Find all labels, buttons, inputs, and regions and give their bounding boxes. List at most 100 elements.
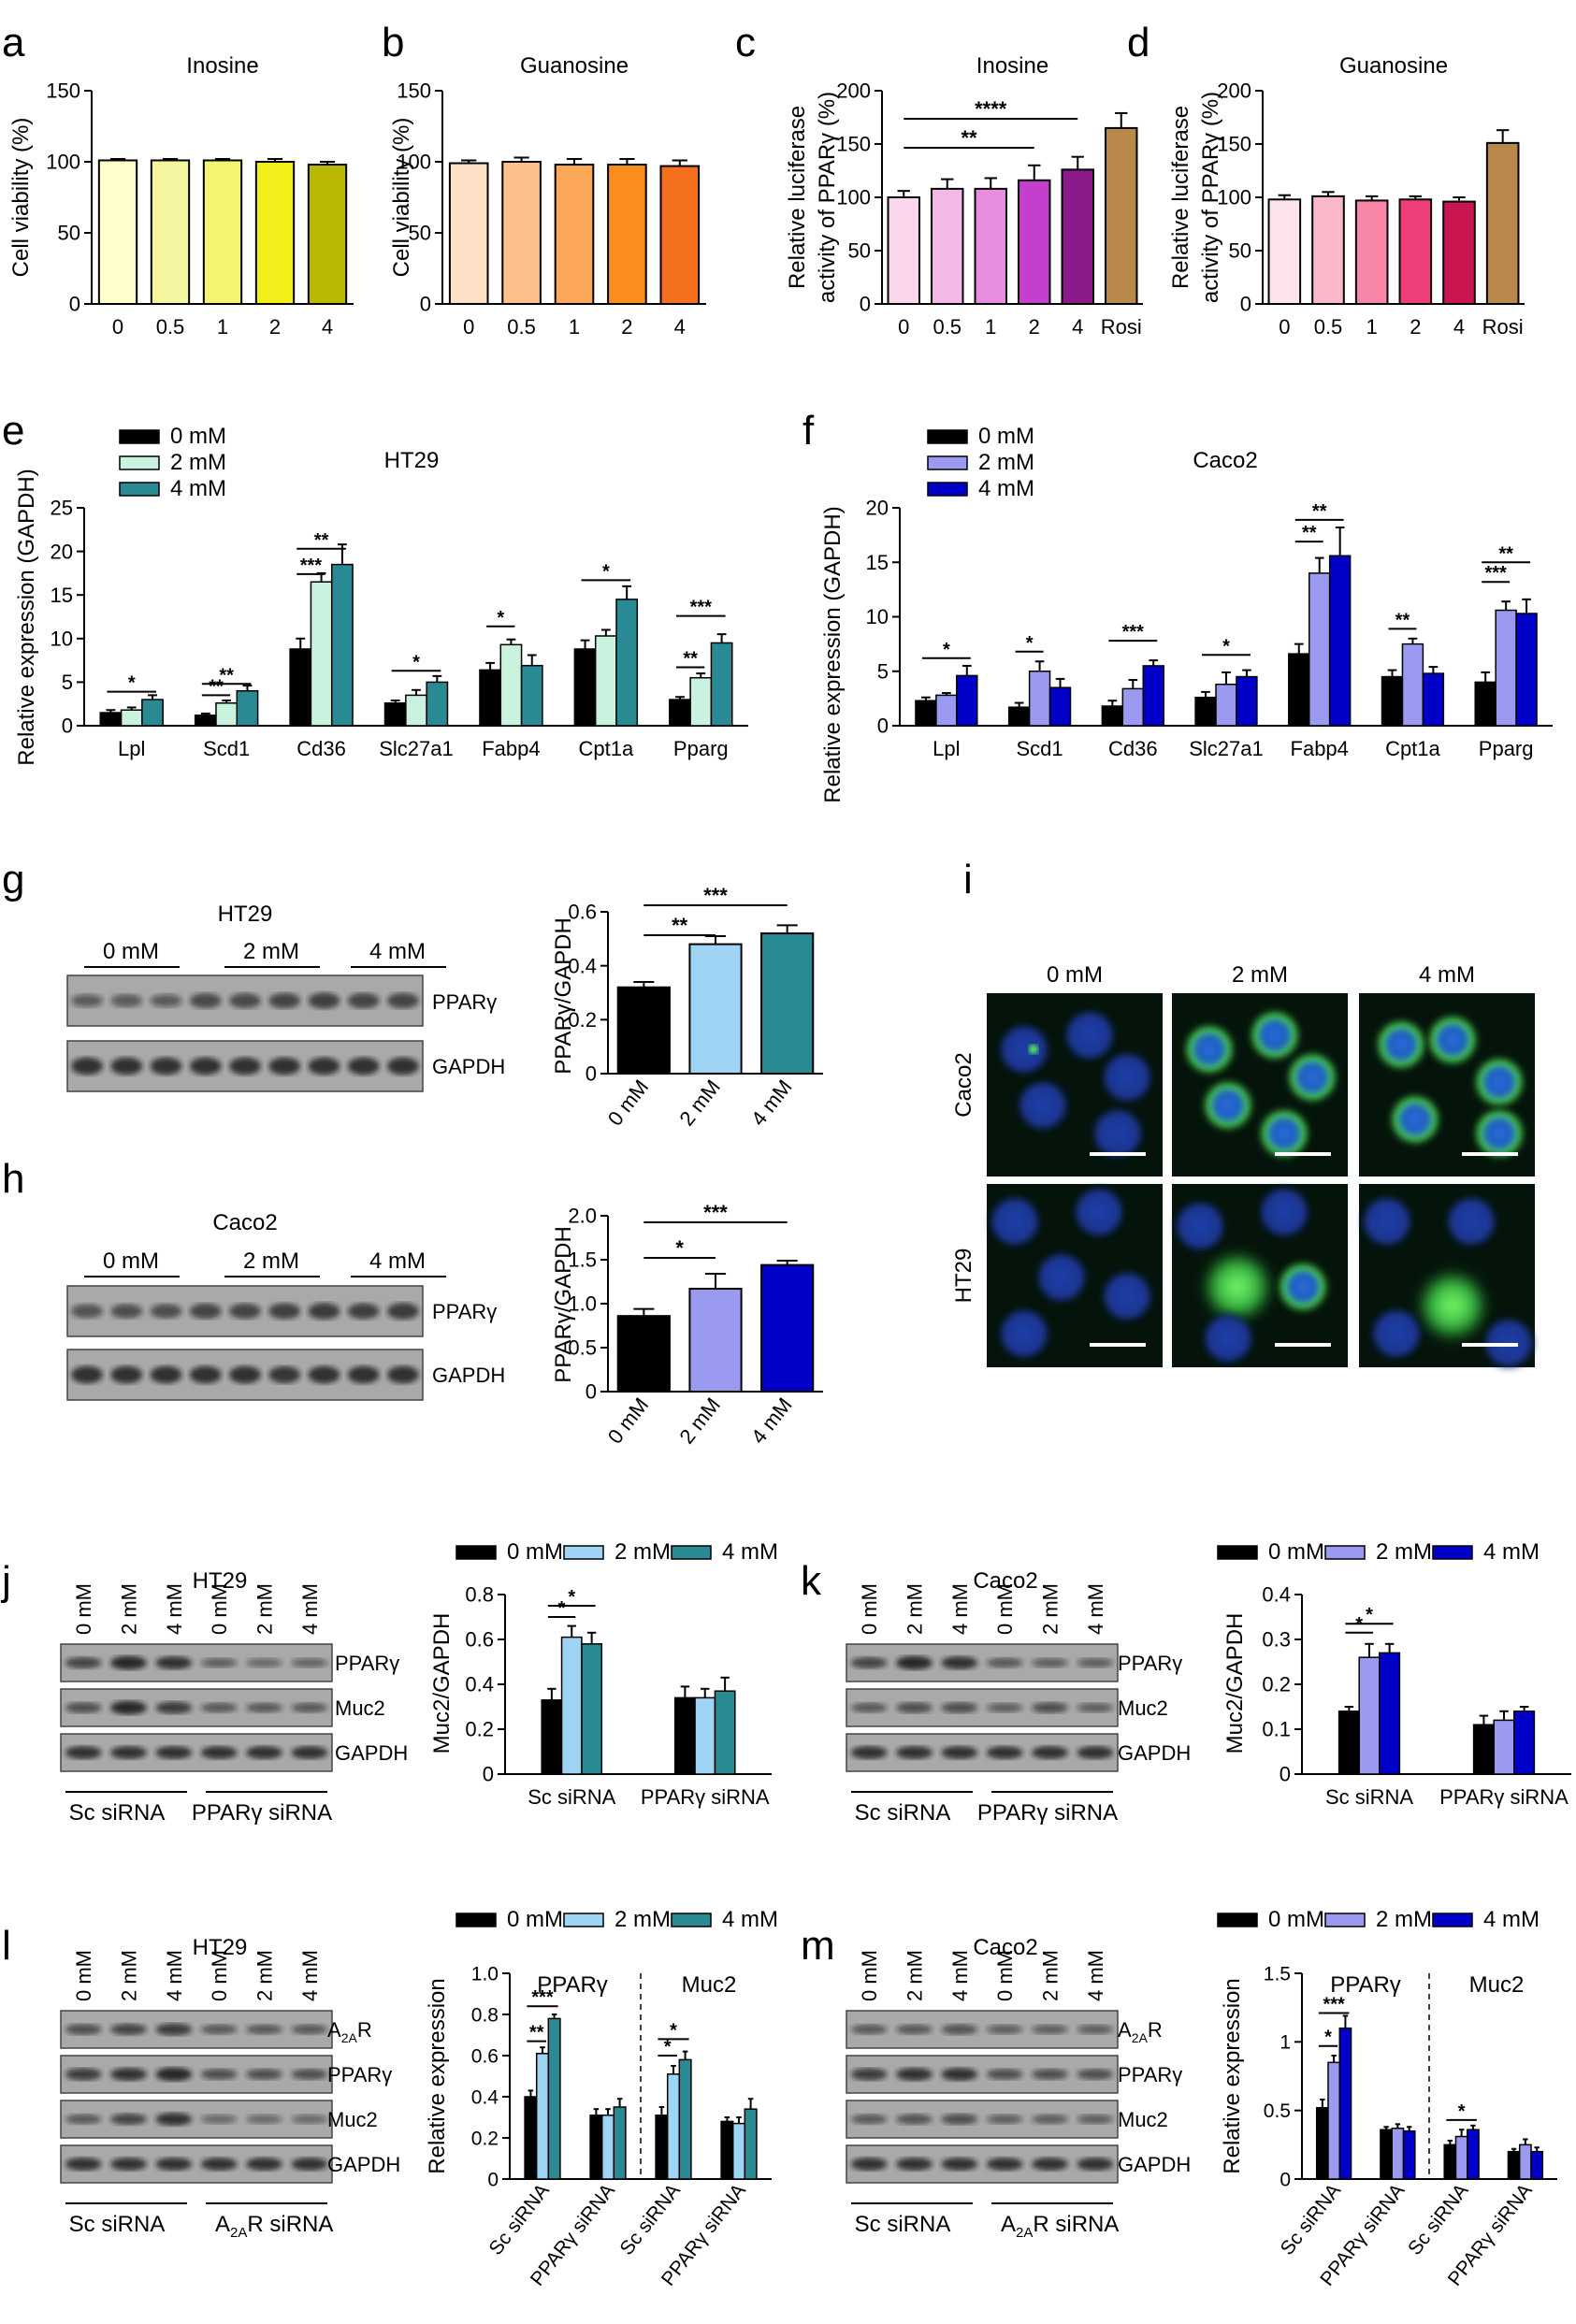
bar — [616, 1315, 671, 1393]
x-tick-label: 0.5 — [933, 315, 962, 339]
legend-swatch — [927, 429, 968, 444]
blot-band — [850, 2114, 888, 2125]
panel-letter: g — [2, 857, 24, 902]
blot-band — [1077, 1658, 1114, 1667]
blot-band — [200, 2115, 238, 2124]
bar — [760, 932, 815, 1075]
significance-label: ** — [683, 649, 698, 670]
significance-label: * — [664, 2037, 672, 2057]
bar — [254, 161, 296, 305]
bar — [1467, 2129, 1480, 2180]
blot-band — [291, 2024, 328, 2035]
bar — [524, 2096, 538, 2180]
cell-nucleus — [1247, 1007, 1303, 1063]
cell-nucleus — [1099, 1268, 1155, 1324]
significance-label: * — [670, 2020, 677, 2041]
y-axis-label: Cell viability (%) — [389, 118, 414, 278]
bar — [426, 681, 449, 727]
y-tick-label: 5 — [62, 671, 73, 694]
band-label: PPARγ — [327, 2063, 392, 2086]
y-tick-label: 1.0 — [471, 1963, 499, 1985]
blot-lane-label: 4 mM — [163, 1950, 186, 2001]
blot-lane-label: 4 mM — [948, 1583, 972, 1635]
legend-swatch — [1432, 1913, 1473, 1927]
bar — [607, 164, 647, 305]
blot-lane-label: 0 mM — [72, 1950, 95, 2001]
chart-e: 0 5 10 15 20 25 Lpl Scd1 Cd36 Slc27a1 Fabp4 Cpt1a Pp… — [14, 448, 748, 766]
significance-label: **** — [975, 97, 1007, 121]
blot-band — [291, 2069, 328, 2080]
microscopy-image — [987, 1184, 1163, 1367]
bar — [1398, 198, 1433, 305]
band-label: PPARγ — [335, 1652, 399, 1675]
cell-nucleus — [996, 1021, 1052, 1077]
y-tick-label: 0 — [487, 2169, 499, 2190]
legend-k: 0 mM 2 mM 4 mM — [1217, 1539, 1540, 1565]
blot-band — [65, 2068, 102, 2081]
blot-band — [110, 1304, 143, 1319]
x-tick-label: Pparg — [1479, 737, 1534, 760]
y-tick-label: 0 — [586, 1380, 597, 1404]
blot-band — [110, 2068, 147, 2081]
chart-j: 0 0.2 0.4 0.6 0.8 Sc siRNA PPARγ siRNA ** Muc2/G… — [429, 1583, 772, 1809]
blot-band — [1077, 2069, 1114, 2080]
legend-swatch — [1217, 1913, 1258, 1927]
y-tick-label: 0.5 — [568, 1336, 597, 1360]
x-tick-label: Cd36 — [296, 737, 346, 760]
legend-m: 0 mM 2 mM 4 mM — [1217, 1907, 1540, 1932]
cell-nucleus — [1256, 1184, 1312, 1240]
panel-letter: b — [382, 20, 404, 65]
cell-nucleus — [1200, 1310, 1256, 1366]
panel-letter: c — [735, 20, 756, 65]
significance-label: ** — [1312, 501, 1327, 522]
significance-label: * — [943, 640, 950, 660]
panel-letter: i — [963, 857, 973, 902]
legend-label: 4 mM — [1483, 1539, 1540, 1565]
bar — [330, 563, 354, 727]
legend-j: 0 mM 2 mM 4 mM — [455, 1539, 778, 1565]
blot-membrane — [60, 1733, 333, 1772]
blot-band — [155, 1746, 193, 1759]
y-tick-label: 0.4 — [1262, 1583, 1291, 1607]
bar — [673, 1696, 696, 1775]
y-tick-label: 0.4 — [568, 954, 597, 977]
blot-band — [291, 1658, 328, 1667]
blot-membrane — [846, 1688, 1119, 1727]
blot-band — [347, 992, 380, 1009]
y-tick-label: 100 — [46, 151, 80, 174]
subscript: 2A — [1016, 2225, 1033, 2241]
legend-e: 0 mM2 mM4 mM — [119, 424, 226, 501]
blot-band — [291, 1702, 328, 1713]
band-label: Muc2 — [1118, 1696, 1168, 1720]
legend-swatch — [671, 1913, 712, 1927]
legend-swatch — [927, 455, 968, 470]
cell-nucleus — [1424, 1012, 1481, 1068]
microscopy-image — [1172, 1184, 1348, 1367]
chart-d: 0 50 100 150 200 0 0.5 1 2 4 Rosi Guanosine Relative… — [1168, 53, 1525, 339]
y-tick-label: 1 — [1280, 2032, 1291, 2054]
blot-band — [941, 2068, 978, 2081]
bar — [1315, 2106, 1329, 2180]
bar — [1381, 675, 1404, 727]
bar — [1121, 687, 1145, 727]
chart-title: Inosine — [186, 53, 258, 79]
y-tick-label: 0 — [483, 1763, 494, 1786]
legend-label: 2 mM — [978, 450, 1034, 475]
blot-membrane — [60, 2010, 333, 2049]
panel-letter: l — [2, 1923, 11, 1969]
blot-band — [986, 1703, 1023, 1712]
blot-band — [110, 994, 143, 1007]
blot-j-2 — [60, 1733, 333, 1772]
band-label: A2AR — [1118, 2018, 1163, 2045]
blot-band — [150, 1304, 182, 1319]
panel-letter: e — [2, 408, 24, 454]
blot-band — [268, 992, 301, 1009]
cell-nucleus — [1413, 1266, 1492, 1345]
y-tick-label: 0.6 — [471, 2045, 499, 2067]
bar — [887, 196, 920, 305]
blot-membrane — [846, 2055, 1119, 2094]
x-tick-label: 0.5 — [1314, 315, 1343, 339]
blot-cell-label: Caco2 — [973, 1568, 1037, 1594]
y-tick-label: 20 — [866, 497, 889, 520]
